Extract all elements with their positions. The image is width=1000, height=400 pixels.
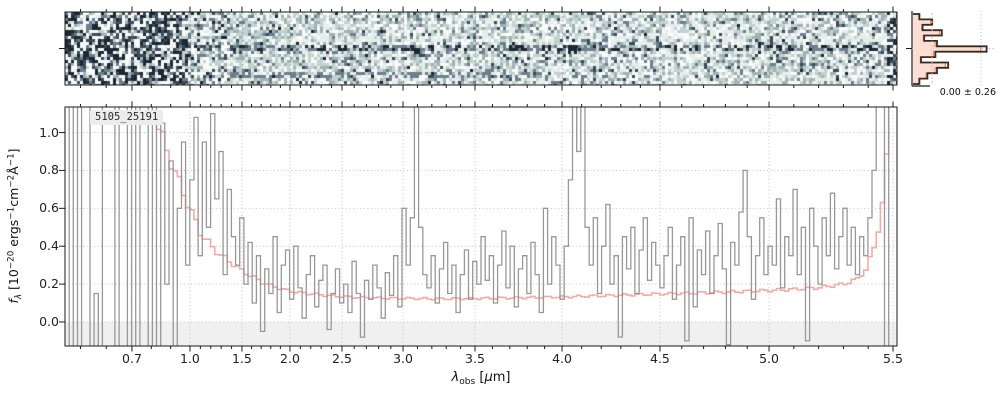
x-tick-label: 3.5 [465, 351, 485, 366]
axis-title-segment: obs [459, 377, 476, 388]
y-tick-label: 0.2 [39, 276, 59, 292]
axis-title-segment: −20 [6, 250, 17, 270]
x-tick-label: 2.0 [280, 351, 300, 366]
x-tick-label: 4.5 [650, 351, 670, 366]
axis-title-segment: −1 [6, 206, 17, 220]
x-tick-label: 5.0 [759, 351, 779, 366]
x-tick-label: 1.5 [232, 351, 252, 366]
axis-title-segment: m] [492, 370, 511, 385]
axis-title-segment: −1 [6, 153, 17, 167]
axis-title-segment: f [5, 299, 21, 304]
x-tick-label: 2.5 [332, 351, 352, 366]
x-tick-label: 0.7 [122, 351, 142, 366]
x-axis-title: λobs [μm] [451, 370, 510, 387]
flux-step-line [68, 107, 890, 346]
spec2d-heatmap [65, 12, 897, 85]
axis-title-segment: λ [14, 293, 25, 300]
axis-title-segment: μ [484, 370, 493, 385]
spec2d-border [64, 11, 898, 86]
axis-title-segment: ] [5, 148, 21, 154]
axis-title-segment: λ [451, 370, 460, 385]
axis-title-segment: −2 [6, 174, 17, 188]
x-tick-label: 1.0 [180, 351, 200, 366]
y-tick-label: 1.0 [39, 124, 59, 140]
y-tick-label: 0.0 [39, 313, 59, 329]
x-tick-label: 5.5 [883, 351, 903, 366]
x-tick-label: 3.0 [393, 351, 413, 366]
axis-title-segment: [ [475, 370, 485, 385]
y-tick-label: 0.6 [39, 200, 59, 216]
main-panel-border [64, 106, 898, 347]
y-tick-label: 0.4 [39, 238, 59, 254]
pixel-stats-label: 0.00 ± 0.26 [939, 87, 996, 98]
x-tick-label: 4.0 [552, 351, 572, 366]
y-tick-label: 0.8 [39, 162, 59, 178]
object-id-label: 5105_25191 [90, 110, 164, 125]
below-zero-shade [65, 321, 897, 346]
